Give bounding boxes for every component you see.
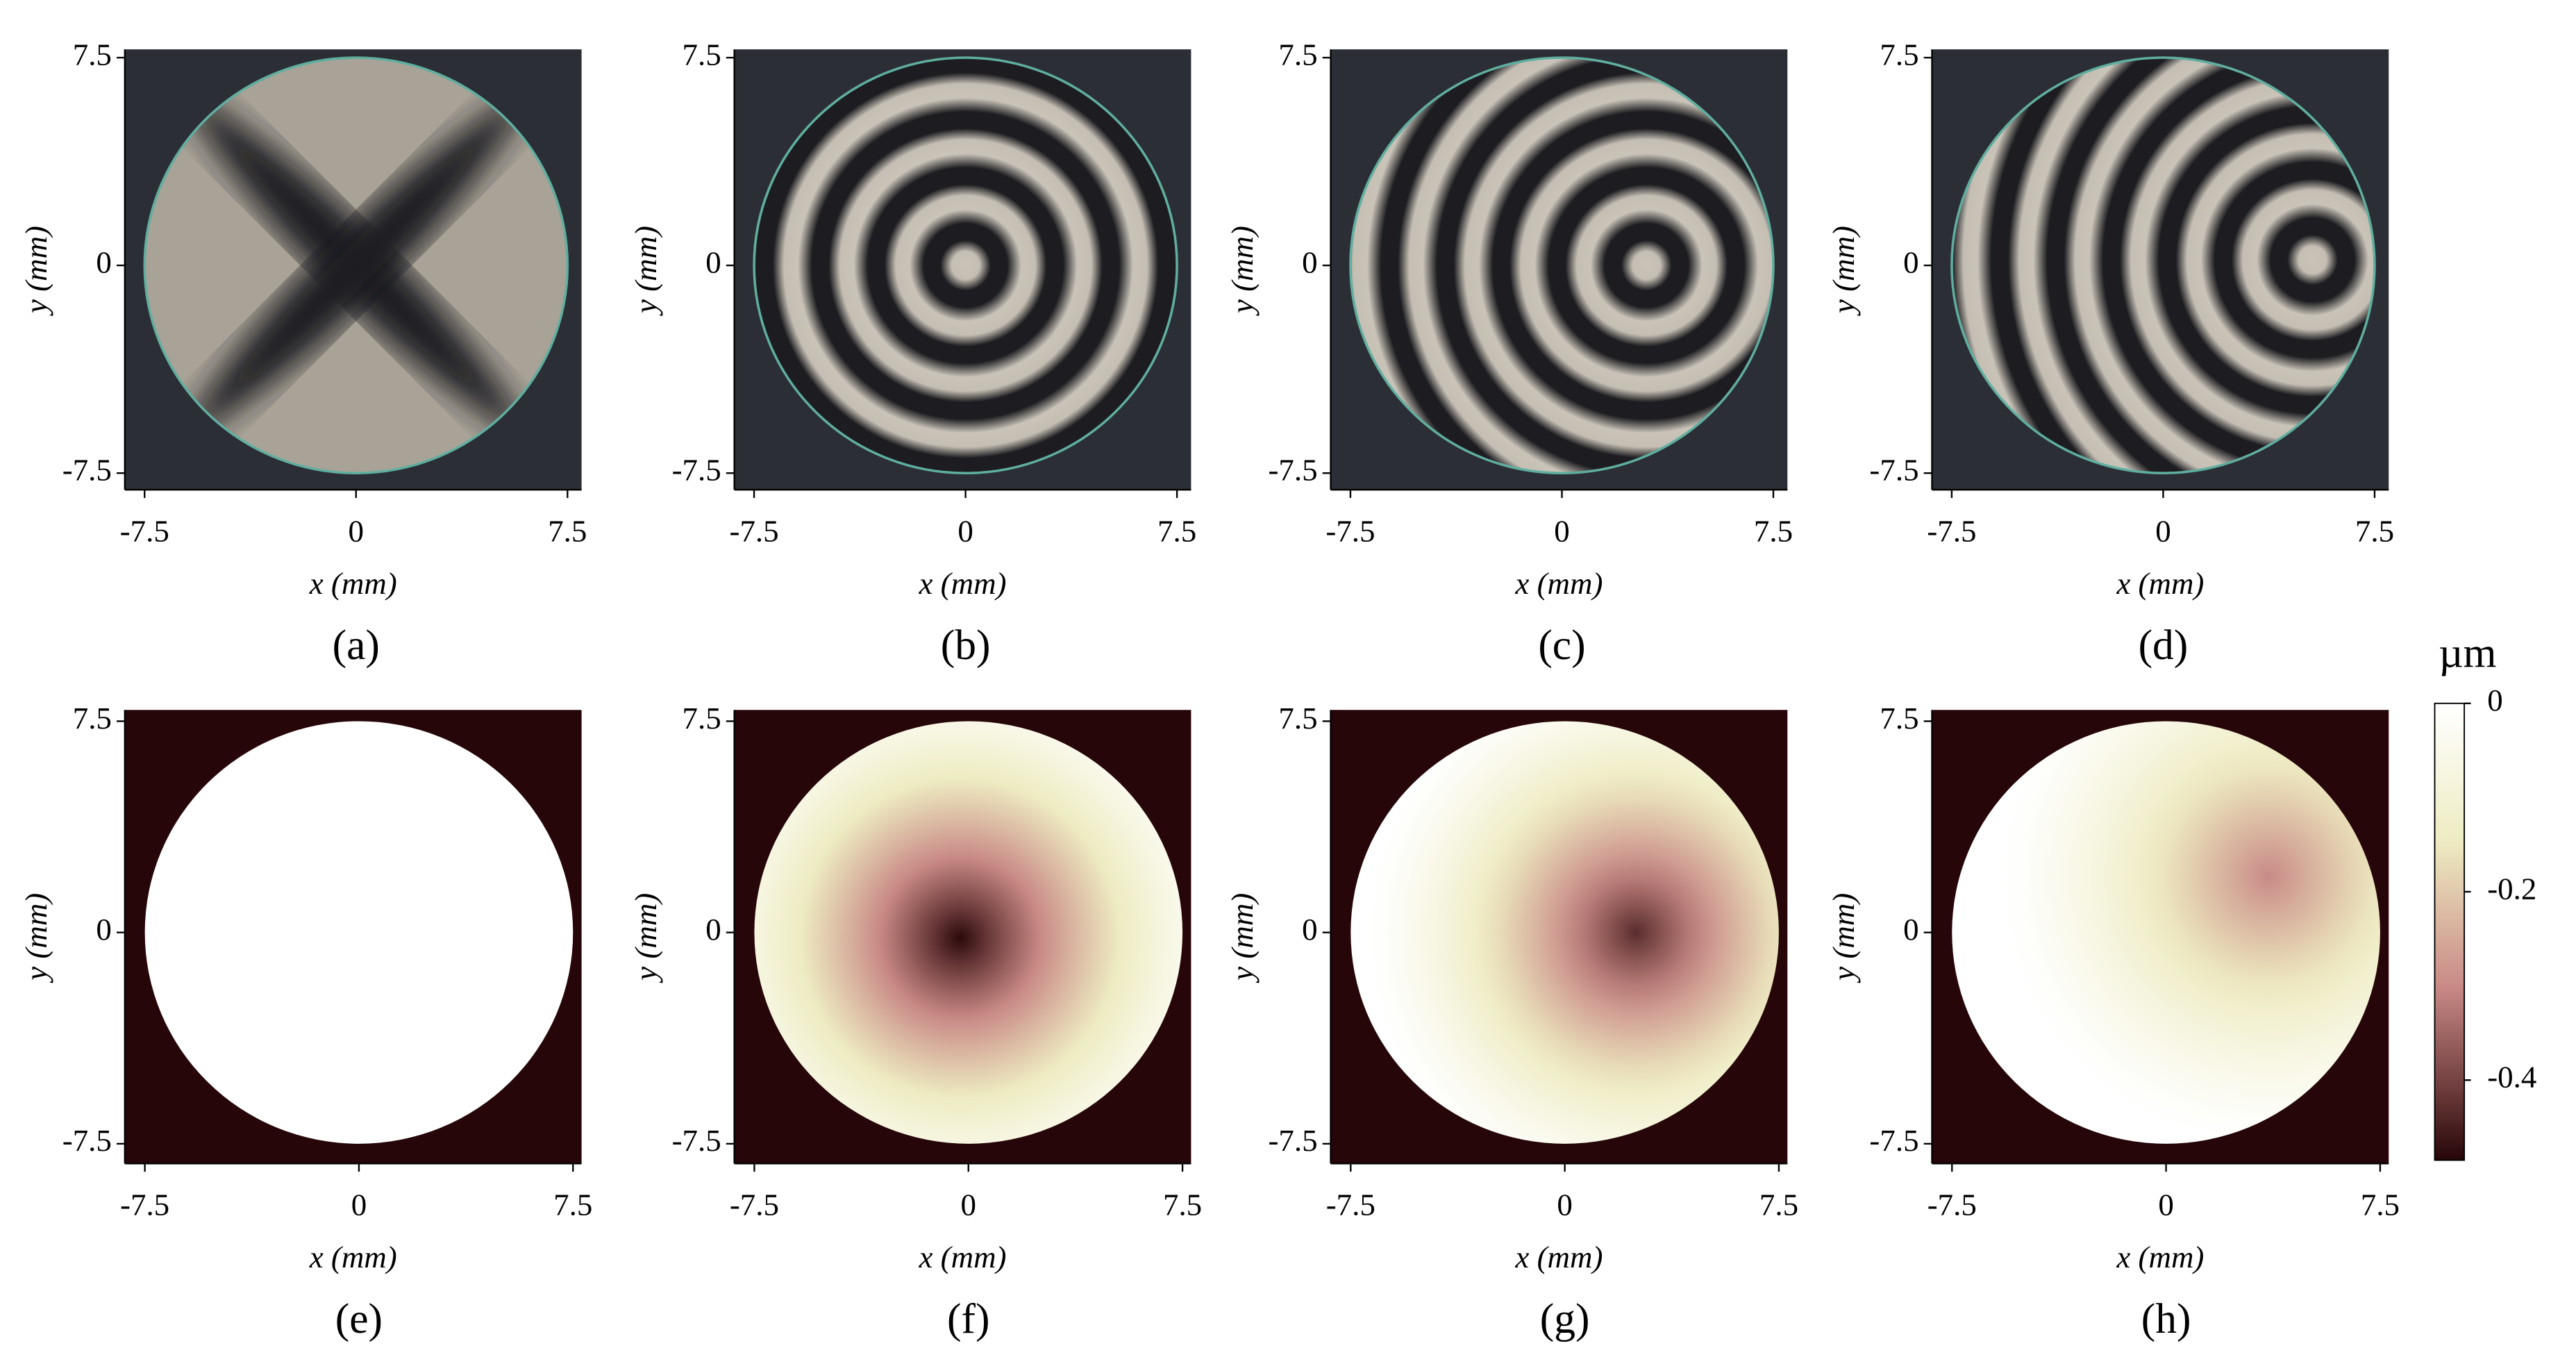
x-tick-label: 7.5	[2355, 513, 2394, 548]
x-tick-label: 0	[1557, 1187, 1572, 1222]
x-tick-label: 0	[1554, 513, 1569, 548]
panel-label: (g)	[1540, 1295, 1590, 1342]
y-tick-label: -7.5	[672, 453, 721, 488]
y-tick-label: 0	[96, 244, 111, 279]
panel: -7.5 0 7.5 -7.5 0 7.5 x (mm) y (mm) (f)	[628, 701, 1202, 1342]
colorbar	[2434, 702, 2466, 1161]
panel-label: (c)	[1538, 622, 1585, 669]
y-tick-label: 7.5	[1880, 37, 1918, 72]
x-tick-label: 7.5	[2361, 1187, 2400, 1222]
x-tick-label: -7.5	[120, 513, 169, 548]
x-axis-label: x (mm)	[1514, 1240, 1603, 1274]
surface-map	[754, 721, 1183, 1144]
y-tick-label: 7.5	[73, 37, 112, 72]
x-tick-label: 7.5	[1759, 1187, 1798, 1222]
y-tick-label: 7.5	[1278, 701, 1317, 735]
x-tick-label: 7.5	[1157, 513, 1196, 548]
x-tick-label: -7.5	[1326, 1187, 1375, 1222]
panel-label: (f)	[947, 1295, 989, 1342]
x-axis-label: x (mm)	[919, 566, 1007, 601]
y-tick-label: -7.5	[1869, 1123, 1918, 1158]
panel: -7.5 0 7.5 -7.5 0 7.5 x (mm) y (mm) (d)	[1826, 37, 2394, 668]
panel: -7.5 0 7.5 -7.5 0 7.5 x (mm) y (mm) (h)	[1826, 701, 2400, 1342]
panel-label: (e)	[335, 1295, 383, 1342]
surface-map	[1350, 721, 1779, 1144]
y-tick-label: 7.5	[73, 701, 112, 735]
x-tick-label: -7.5	[1927, 513, 1976, 548]
surface-map	[144, 721, 574, 1144]
colorbar-tick-label: 0	[2487, 683, 2502, 717]
y-tick-label: 0	[1903, 244, 1918, 279]
x-tick-label: 0	[2158, 1187, 2173, 1222]
panel: -7.5 0 7.5 -7.5 0 7.5 x (mm) y (mm) (b)	[628, 37, 1196, 668]
x-tick-label: 0	[349, 513, 364, 548]
aperture-outline	[753, 56, 1178, 475]
y-axis-label: y (mm)	[1826, 226, 1861, 316]
y-axis-label: y (mm)	[628, 226, 663, 316]
panel-label: (b)	[941, 622, 991, 669]
y-tick-label: 0	[1903, 912, 1918, 947]
panel: -7.5 0 7.5 -7.5 0 7.5 x (mm) y (mm) (g)	[1225, 701, 1798, 1342]
y-axis-label: y (mm)	[19, 893, 53, 983]
x-tick-label: 0	[2155, 513, 2171, 548]
y-tick-label: -7.5	[1268, 1123, 1317, 1158]
x-tick-label: -7.5	[729, 513, 778, 548]
x-tick-label: -7.5	[1927, 1187, 1977, 1222]
x-tick-label: 7.5	[553, 1187, 592, 1222]
aperture-outline	[1950, 56, 2376, 475]
y-axis-label: y (mm)	[1225, 226, 1260, 316]
colorbar-tick-label: -0.4	[2487, 1060, 2536, 1095]
y-tick-label: -7.5	[1869, 453, 1918, 488]
colorbar-label: µm	[2439, 630, 2496, 677]
x-tick-label: -7.5	[730, 1187, 779, 1222]
y-tick-label: -7.5	[1268, 453, 1317, 488]
x-axis-label: x (mm)	[309, 1240, 397, 1274]
y-axis-label: y (mm)	[1225, 893, 1260, 983]
y-tick-label: -7.5	[672, 1123, 721, 1158]
x-tick-label: -7.5	[1325, 513, 1375, 548]
y-axis-label: y (mm)	[19, 226, 53, 316]
panel: -7.5 0 7.5 -7.5 0 7.5 x (mm) y (mm) (a)	[19, 37, 587, 668]
y-tick-label: 0	[705, 912, 721, 947]
fringe-pattern	[754, 58, 1178, 474]
colorbar-tick-label: -0.2	[2487, 871, 2536, 906]
y-tick-label: -7.5	[62, 1123, 112, 1158]
y-tick-label: 7.5	[1278, 37, 1317, 72]
x-tick-label: 0	[351, 1187, 367, 1222]
x-tick-label: 7.5	[548, 513, 587, 548]
surface-map	[1952, 721, 2380, 1144]
y-axis-label: y (mm)	[1826, 893, 1861, 983]
panel-label: (a)	[333, 622, 380, 669]
y-axis-label: y (mm)	[628, 893, 663, 983]
fringe-pattern	[1350, 58, 1773, 474]
y-tick-label: 0	[1302, 244, 1317, 279]
x-axis-label: x (mm)	[1514, 566, 1603, 601]
x-axis-label: x (mm)	[2116, 566, 2204, 601]
y-tick-label: 7.5	[1880, 701, 1918, 735]
x-tick-label: 0	[957, 513, 973, 548]
panel-label: (h)	[2141, 1295, 2191, 1342]
y-tick-label: 0	[705, 244, 721, 279]
x-tick-label: 7.5	[1163, 1187, 1202, 1222]
y-tick-label: 0	[1302, 912, 1317, 947]
y-tick-label: 7.5	[683, 701, 721, 735]
panel: -7.5 0 7.5 -7.5 0 7.5 x (mm) y (mm) (e)	[19, 701, 592, 1342]
x-axis-label: x (mm)	[309, 566, 397, 601]
x-axis-label: x (mm)	[919, 1240, 1007, 1274]
aperture-outline	[1349, 56, 1775, 475]
x-axis-label: x (mm)	[2116, 1240, 2204, 1274]
y-tick-label: 7.5	[683, 37, 721, 72]
aperture-outline	[143, 56, 569, 475]
x-tick-label: -7.5	[120, 1187, 169, 1222]
fringe-band	[170, 79, 542, 451]
fringe-pattern	[1951, 58, 2375, 474]
x-tick-label: 0	[961, 1187, 976, 1222]
panel: -7.5 0 7.5 -7.5 0 7.5 x (mm) y (mm) (c)	[1225, 37, 1793, 668]
panel-label: (d)	[2139, 622, 2189, 669]
y-tick-label: -7.5	[62, 453, 112, 488]
x-tick-label: 7.5	[1754, 513, 1793, 548]
y-tick-label: 0	[96, 912, 111, 947]
